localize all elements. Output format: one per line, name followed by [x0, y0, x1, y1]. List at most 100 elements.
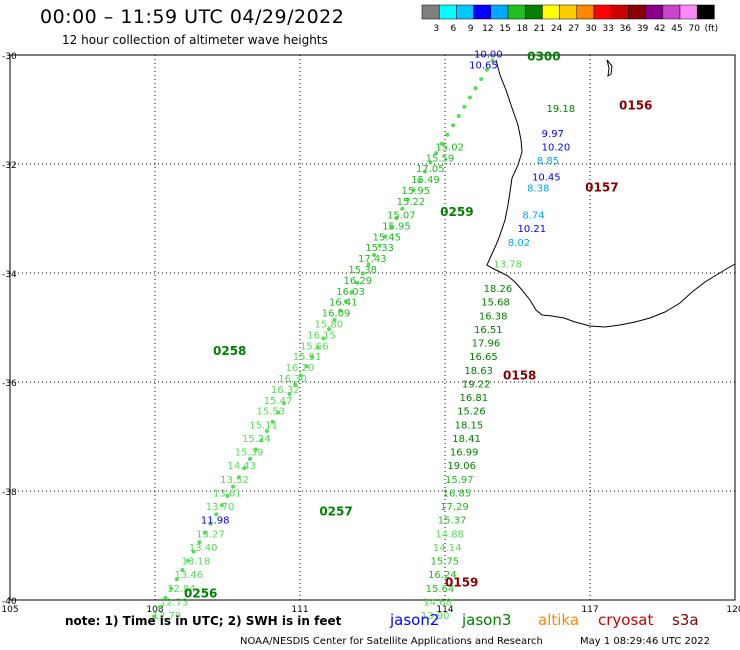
wave-height-label: 15.75 — [431, 557, 460, 568]
wave-height-label: 15.80 — [315, 320, 344, 331]
track-dot — [326, 327, 331, 332]
track-dot — [242, 466, 247, 471]
colorbar-swatch — [473, 4, 492, 20]
track-dot — [169, 586, 174, 591]
wave-height-label: 13.18 — [182, 557, 211, 568]
track-dot — [445, 132, 450, 137]
island-coastline — [606, 59, 613, 78]
wave-height-label: 13.90 — [421, 611, 450, 622]
australia-coastline — [486, 59, 736, 328]
legend-entry-jason3: jason3 — [461, 611, 511, 629]
wave-height-label: 15.33 — [365, 243, 394, 254]
track-dot — [377, 243, 382, 248]
lat-tick-label: -36 — [2, 379, 17, 389]
wave-height-label: 16.81 — [460, 393, 489, 404]
track-dot — [253, 447, 258, 452]
colorbar-label: 45 — [671, 24, 682, 34]
wave-height-label: 13.27 — [196, 529, 225, 540]
track-dot — [180, 568, 185, 573]
wave-height-label: 17.29 — [440, 502, 469, 513]
colorbar-swatch — [628, 4, 646, 20]
track-dot — [490, 58, 495, 63]
credit-right: May 1 08:29:46 UTC 2022 — [580, 636, 710, 647]
lon-tick-label: 117 — [581, 605, 598, 615]
colorbar-swatch — [645, 4, 664, 20]
colorbar-label: 15 — [499, 24, 510, 34]
track-dot — [467, 95, 472, 100]
colorbar-label: 33 — [602, 24, 613, 34]
wave-height-label: 8.38 — [527, 183, 549, 194]
track-dot — [315, 345, 320, 350]
colorbar-swatch — [662, 4, 681, 20]
wave-height-label: 16.38 — [479, 311, 508, 322]
legend-entry-s3a: s3a — [672, 611, 699, 629]
wave-height-label: 15.59 — [426, 153, 455, 164]
wave-height-label: 14.43 — [228, 461, 257, 472]
colorbar-swatch — [524, 4, 543, 20]
wave-height-label: 10.45 — [532, 172, 561, 183]
wave-height-label: 16.24 — [428, 570, 457, 581]
wave-height-label: 16.41 — [329, 298, 358, 309]
wave-height-label: 15.39 — [235, 448, 264, 459]
wave-height-label: 8.74 — [522, 211, 544, 222]
track-dot — [383, 234, 388, 239]
colorbar-label: 12 — [482, 24, 493, 34]
wave-height-label: 16.30 — [278, 374, 307, 385]
wave-height-label: 11.98 — [201, 516, 230, 527]
colorbar-swatch — [679, 4, 698, 20]
wave-height-label: 12.84 — [167, 584, 196, 595]
track-dot — [332, 317, 337, 322]
colorbar-swatch — [559, 4, 578, 20]
colorbar-label: 36 — [620, 24, 632, 34]
track-dot — [417, 178, 422, 183]
wave-height-label: 15.95 — [382, 221, 411, 232]
track-dot — [349, 290, 354, 295]
wave-height-label: 17.05 — [416, 164, 445, 175]
wave-height-label: 13.46 — [174, 570, 203, 581]
map-frame — [9, 54, 736, 601]
track-dot — [428, 160, 433, 165]
lon-tick-label: 108 — [146, 605, 163, 615]
wave-height-label: 15.11 — [249, 420, 278, 431]
lat-tick-label: -32 — [2, 161, 17, 171]
track-dot — [422, 169, 427, 174]
track-dot — [276, 410, 281, 415]
satellite-track-dots — [152, 58, 495, 619]
wave-height-label: 15.66 — [300, 341, 329, 352]
lat-tick-label: -34 — [2, 270, 17, 280]
wave-height-label: 15.26 — [457, 407, 486, 418]
wave-height-label: 16.03 — [336, 287, 365, 298]
wave-height-label: 15.38 — [348, 265, 377, 276]
wave-height-label: 16.32 — [271, 385, 300, 396]
track-dot — [372, 253, 377, 258]
pass-time-label: 0257 — [319, 505, 352, 519]
wave-height-label: 16.85 — [443, 488, 472, 499]
pass-time-label: 0158 — [503, 368, 536, 382]
lon-tick-label: 114 — [436, 605, 453, 615]
colorbar-swatch — [507, 4, 526, 20]
wave-height-label: 10.00 — [474, 50, 503, 61]
legend-entry-cryosat: cryosat — [598, 611, 653, 629]
wave-height-label: 16.20 — [286, 363, 315, 374]
lat-tick-label: -40 — [2, 597, 17, 607]
track-dot — [434, 151, 439, 156]
track-dot — [163, 595, 168, 600]
wave-height-label: 15.64 — [426, 584, 455, 595]
track-dot — [394, 215, 399, 220]
wave-height-label: 12.79 — [153, 611, 182, 622]
track-dot — [259, 438, 264, 443]
track-dot — [456, 114, 461, 119]
wave-height-label: 18.15 — [455, 420, 484, 431]
lon-tick-label: 105 — [1, 605, 18, 615]
pass-time-label: 0258 — [213, 344, 246, 358]
wave-height-label: 16.99 — [450, 448, 479, 459]
wave-height-label: 19.06 — [447, 461, 476, 472]
wave-height-label: 15.24 — [242, 434, 271, 445]
wave-height-label: 19.18 — [547, 104, 576, 115]
colorbar-label: (ft) — [705, 24, 719, 34]
wave-height-label: 18.26 — [484, 284, 513, 295]
track-dot — [484, 67, 489, 72]
satellite-legend: jason2 jason3 altika cryosat s3a — [389, 611, 699, 629]
track-dot — [202, 530, 207, 535]
